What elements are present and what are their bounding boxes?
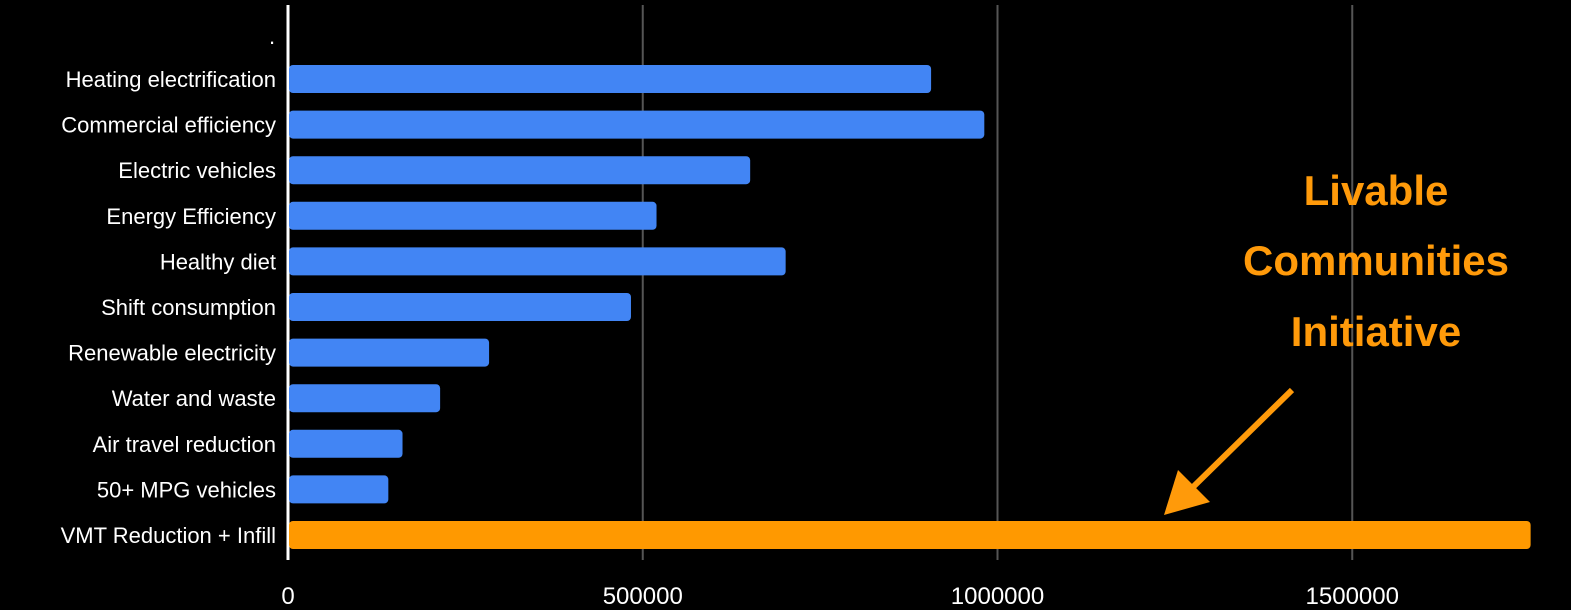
bar xyxy=(289,201,657,230)
category-label: VMT Reduction + Infill xyxy=(61,523,276,548)
bar xyxy=(289,156,751,185)
category-labels: Heating electrification Commercial effici… xyxy=(61,67,276,548)
grid-layer xyxy=(286,5,1354,560)
bar xyxy=(289,521,1531,549)
bar xyxy=(289,338,490,367)
category-label: Shift consumption xyxy=(101,295,276,320)
annotation: . Livable Communities Initiative xyxy=(269,24,1509,515)
x-tick-label: 1500000 xyxy=(1306,583,1399,610)
category-label: Air travel reduction xyxy=(93,432,276,457)
category-label: Heating electrification xyxy=(66,67,276,92)
category-label: Electric vehicles xyxy=(118,158,276,183)
bar xyxy=(289,293,631,321)
category-label: Commercial efficiency xyxy=(61,113,276,138)
category-label: Water and waste xyxy=(112,386,276,411)
bar xyxy=(289,475,389,504)
category-label: Healthy diet xyxy=(160,249,276,274)
corner-mark: . xyxy=(269,24,275,49)
annotation-line-2: Communities xyxy=(1243,237,1509,284)
bar xyxy=(289,247,786,276)
category-label: 50+ MPG vehicles xyxy=(97,477,276,502)
category-label: Renewable electricity xyxy=(68,341,276,366)
bar xyxy=(289,384,441,413)
bar xyxy=(289,429,403,458)
annotation-line-1: Livable xyxy=(1304,167,1449,214)
annotation-arrow-icon xyxy=(1164,387,1295,515)
x-tick-labels: 0 500000 1000000 1500000 xyxy=(281,583,1399,610)
x-tick-label: 500000 xyxy=(603,583,683,610)
bars-layer xyxy=(289,65,1531,549)
bar xyxy=(289,110,985,139)
annotation-line-3: Initiative xyxy=(1291,308,1461,355)
x-tick-label: 1000000 xyxy=(951,583,1044,610)
bar xyxy=(289,65,932,93)
category-label: Energy Efficiency xyxy=(106,204,276,229)
x-tick-label: 0 xyxy=(281,583,294,610)
